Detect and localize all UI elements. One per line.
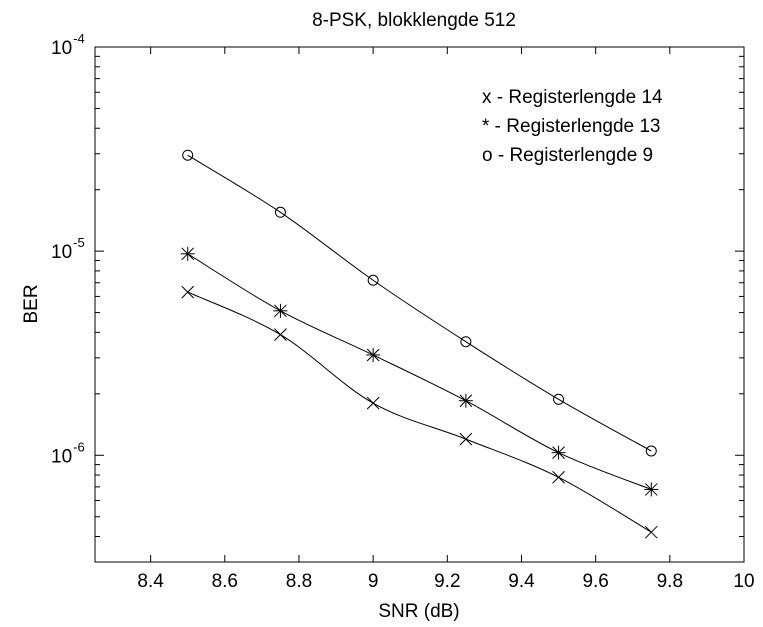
y-tick-label: 10-6 bbox=[51, 439, 85, 467]
x-tick-label: 8.8 bbox=[286, 571, 312, 592]
legend: x - Registerlengde 14 * - Registerlengde … bbox=[482, 87, 663, 166]
data-point bbox=[644, 525, 658, 539]
series-line bbox=[187, 291, 652, 533]
data-point bbox=[182, 149, 194, 161]
data-point bbox=[645, 445, 657, 457]
data-point bbox=[366, 347, 381, 362]
data-point bbox=[553, 393, 565, 405]
data-point bbox=[459, 432, 473, 446]
y-tick-exponent: -5 bbox=[73, 235, 85, 250]
y-tick-base: 10 bbox=[51, 38, 72, 59]
data-point bbox=[460, 336, 472, 348]
series-line bbox=[187, 154, 652, 452]
y-tick-exponent: -6 bbox=[73, 439, 85, 454]
data-point bbox=[367, 274, 379, 286]
data-point bbox=[180, 246, 195, 261]
data-point bbox=[181, 285, 195, 299]
y-tick-label: 10-4 bbox=[51, 31, 85, 59]
series-registerlengde-13 bbox=[180, 246, 659, 497]
x-axis-label: SNR (dB) bbox=[378, 601, 459, 622]
data-point bbox=[458, 393, 473, 408]
series-line bbox=[187, 253, 652, 490]
x-tick-label: 8.4 bbox=[137, 571, 164, 592]
data-point bbox=[366, 396, 380, 410]
data-point bbox=[274, 206, 286, 218]
x-tick-label: 9.2 bbox=[434, 571, 460, 592]
x-tick-label: 10 bbox=[733, 571, 754, 592]
series-registerlengde-14 bbox=[181, 285, 658, 539]
plot-area bbox=[94, 46, 745, 563]
data-point bbox=[274, 328, 287, 341]
data-point bbox=[552, 470, 565, 484]
x-tick-label: 9.4 bbox=[508, 571, 535, 592]
x-tick-label: 9.8 bbox=[657, 571, 683, 592]
y-tick-exponent: -4 bbox=[73, 31, 85, 46]
legend-entry: x - Registerlengde 14 bbox=[482, 87, 663, 108]
data-point bbox=[273, 303, 288, 318]
x-tick-label: 9 bbox=[368, 571, 379, 592]
legend-entry: * - Registerlengde 13 bbox=[482, 116, 661, 137]
legend-entry: o - Registerlengde 9 bbox=[482, 145, 653, 166]
y-tick-base: 10 bbox=[51, 242, 72, 263]
x-tick-label: 9.6 bbox=[582, 571, 608, 592]
series-layer bbox=[180, 149, 659, 539]
y-axis-label: BER bbox=[21, 284, 42, 323]
x-tick-label: 8.6 bbox=[212, 571, 238, 592]
chart-title: 8-PSK, blokklengde 512 bbox=[312, 10, 516, 31]
series-registerlengde-9 bbox=[182, 149, 657, 457]
y-tick-base: 10 bbox=[51, 446, 72, 467]
y-tick-label: 10-5 bbox=[51, 235, 85, 263]
data-point bbox=[644, 482, 659, 497]
data-point bbox=[551, 445, 566, 460]
